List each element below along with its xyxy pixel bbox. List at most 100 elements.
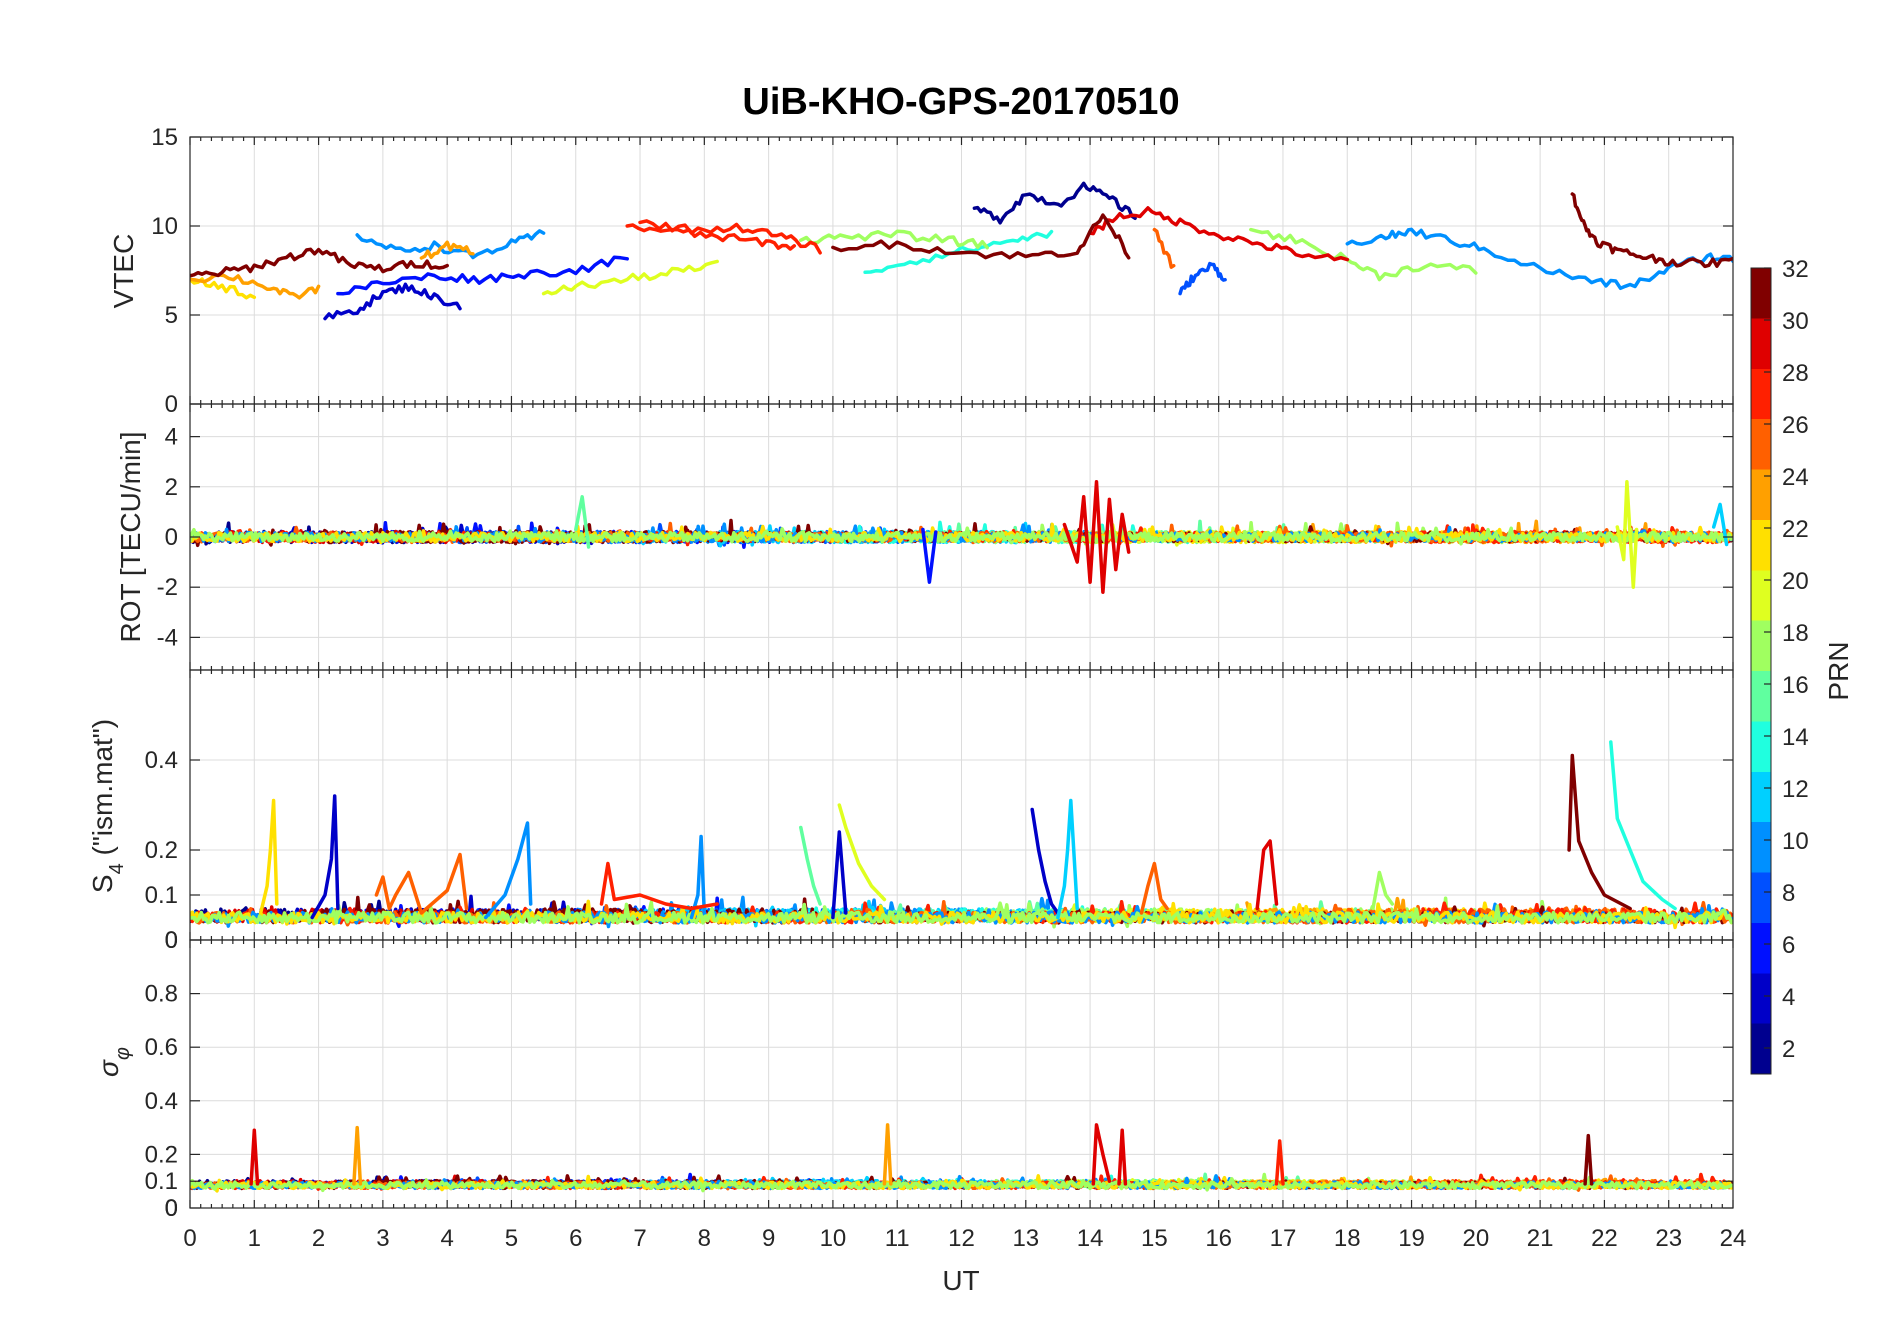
prn-13-series — [863, 229, 1054, 275]
ut-x-label: UT — [942, 1265, 979, 1296]
prn-17-series — [1371, 870, 1395, 911]
y-tick-label: 0 — [165, 927, 178, 954]
prn-10-series — [483, 821, 533, 920]
x-tick-label: 20 — [1462, 1225, 1489, 1252]
colorbar-tick-label: 30 — [1782, 308, 1809, 335]
prn-32-series — [1570, 192, 1733, 269]
y-tick-label: 0 — [165, 927, 178, 954]
x-tick-label: 2 — [312, 1225, 325, 1252]
x-tick-label: 18 — [1334, 1225, 1361, 1252]
y-tick-label: 2 — [165, 474, 178, 501]
prn-22-series — [258, 798, 279, 915]
prn-32-series — [831, 213, 1131, 260]
prn-31-series — [1583, 1133, 1594, 1186]
sigma-phi-traces — [190, 1123, 1733, 1193]
x-tick-label: 12 — [948, 1225, 975, 1252]
x-tick-label: 16 — [1205, 1225, 1232, 1252]
x-tick-label: 22 — [1591, 1225, 1618, 1252]
prn-19-series — [1615, 480, 1639, 589]
s4-y-ticks: 00.10.20.40 — [145, 670, 1734, 954]
y-tick-label: 0.4 — [145, 1088, 178, 1115]
prn-9-series — [355, 229, 546, 260]
s4-grid — [189, 670, 1734, 941]
y-tick-label: 0.2 — [145, 837, 178, 864]
prn-5-series — [921, 527, 938, 584]
s4-traces — [190, 740, 1733, 930]
colorbar-tick-label: 26 — [1782, 412, 1809, 439]
ut-x-ticks: 0 1 2 3 4 5 6 7 8 9 10 11 12 13 14 15 16 17 18 19 20 21 22 23 24 — [183, 1225, 1746, 1252]
x-tick-label: 21 — [1527, 1225, 1554, 1252]
prn-28-series — [638, 219, 822, 255]
x-tick-label: 0 — [183, 1225, 196, 1252]
x-tick-label: 6 — [569, 1225, 582, 1252]
x-tick-label: 3 — [376, 1225, 389, 1252]
prn-28-series — [1274, 1139, 1285, 1186]
prn-16-series — [574, 495, 591, 549]
colorbar-tick-label: 14 — [1782, 724, 1809, 751]
y-tick-label: 5 — [165, 302, 178, 329]
prn-18-background-trace — [190, 526, 1733, 546]
vtec-grid — [189, 136, 1734, 405]
vtec-y-label: VTEC — [108, 234, 139, 309]
colorbar-tick-label: 18 — [1782, 620, 1809, 647]
prn-24-series — [882, 1123, 893, 1186]
prn-3-series — [1030, 807, 1060, 915]
colorbar-tick-label: 6 — [1782, 932, 1795, 959]
rot-traces — [190, 480, 1733, 594]
sigma-phi-y-label: σφ — [93, 1047, 134, 1077]
y-tick-label: 0 — [165, 1195, 178, 1222]
prn-30-series — [1062, 480, 1131, 594]
y-tick-label: 0.1 — [145, 1168, 178, 1195]
colorbar-tick-label: 24 — [1782, 464, 1809, 491]
x-tick-label: 5 — [505, 1225, 518, 1252]
prn-31-series — [1567, 753, 1632, 911]
prn-18-background-trace — [190, 1175, 1733, 1193]
prn-3-series — [831, 830, 848, 920]
x-tick-label: 11 — [885, 1225, 910, 1252]
y-tick-label: 0 — [165, 391, 178, 418]
x-tick-label: 1 — [248, 1225, 261, 1252]
colorbar-tick-label: 16 — [1782, 672, 1809, 699]
x-tick-label: 7 — [633, 1225, 646, 1252]
y-tick-label: 10 — [151, 213, 178, 240]
rot-panel: -4 -2 0 2 4 ROT [TECU/min] — [115, 403, 1734, 671]
colorbar-tick-label: 12 — [1782, 776, 1809, 803]
y-tick-label: 0.1 — [145, 882, 178, 909]
sigma-phi-y-ticks: 00.10.20.40.60.80 — [145, 940, 1734, 1222]
colorbar-tick-label: 32 — [1782, 256, 1809, 283]
prn-5-series — [336, 255, 629, 296]
prn-12-series — [1056, 798, 1079, 920]
x-tick-label: 4 — [440, 1225, 453, 1252]
prn-17-series — [1249, 227, 1478, 282]
colorbar-tick-label: 22 — [1782, 516, 1809, 543]
s4-y-label: S4 ("ism.mat") — [87, 719, 128, 893]
prn-23-series — [352, 1125, 363, 1186]
vtec-traces — [190, 181, 1733, 321]
prn-19-series — [837, 803, 887, 902]
prn-16-series — [799, 825, 822, 906]
prn-30-series — [1091, 1123, 1112, 1186]
prn-26-series — [1152, 227, 1176, 269]
x-tick-label: 19 — [1398, 1225, 1425, 1252]
rot-y-label: ROT [TECU/min] — [115, 431, 146, 642]
colorbar-tick-label: 20 — [1782, 568, 1809, 595]
colorbar-tick-label: 10 — [1782, 828, 1809, 855]
prn-29-series — [1117, 1128, 1128, 1186]
prn-3-series — [323, 282, 462, 321]
x-tick-label: 10 — [820, 1225, 847, 1252]
y-tick-label: 4 — [165, 424, 178, 451]
prn-12-series — [1711, 502, 1729, 547]
prn-31-series — [190, 247, 449, 278]
chart-title: UiB-KHO-GPS-20170510 — [742, 81, 1179, 123]
prn-8-series — [1178, 261, 1227, 296]
prn-25-series — [1139, 861, 1169, 915]
colorbar-tick-label: 2 — [1782, 1036, 1795, 1063]
colorbar-tick-label: 28 — [1782, 360, 1809, 387]
y-tick-label: -4 — [157, 624, 178, 651]
x-tick-label: 17 — [1270, 1225, 1297, 1252]
y-tick-label: 0 — [165, 524, 178, 551]
x-tick-label: 15 — [1141, 1225, 1168, 1252]
y-tick-label: 0.2 — [145, 1141, 178, 1168]
rot-y-ticks: -4 -2 0 2 4 — [157, 404, 1734, 670]
